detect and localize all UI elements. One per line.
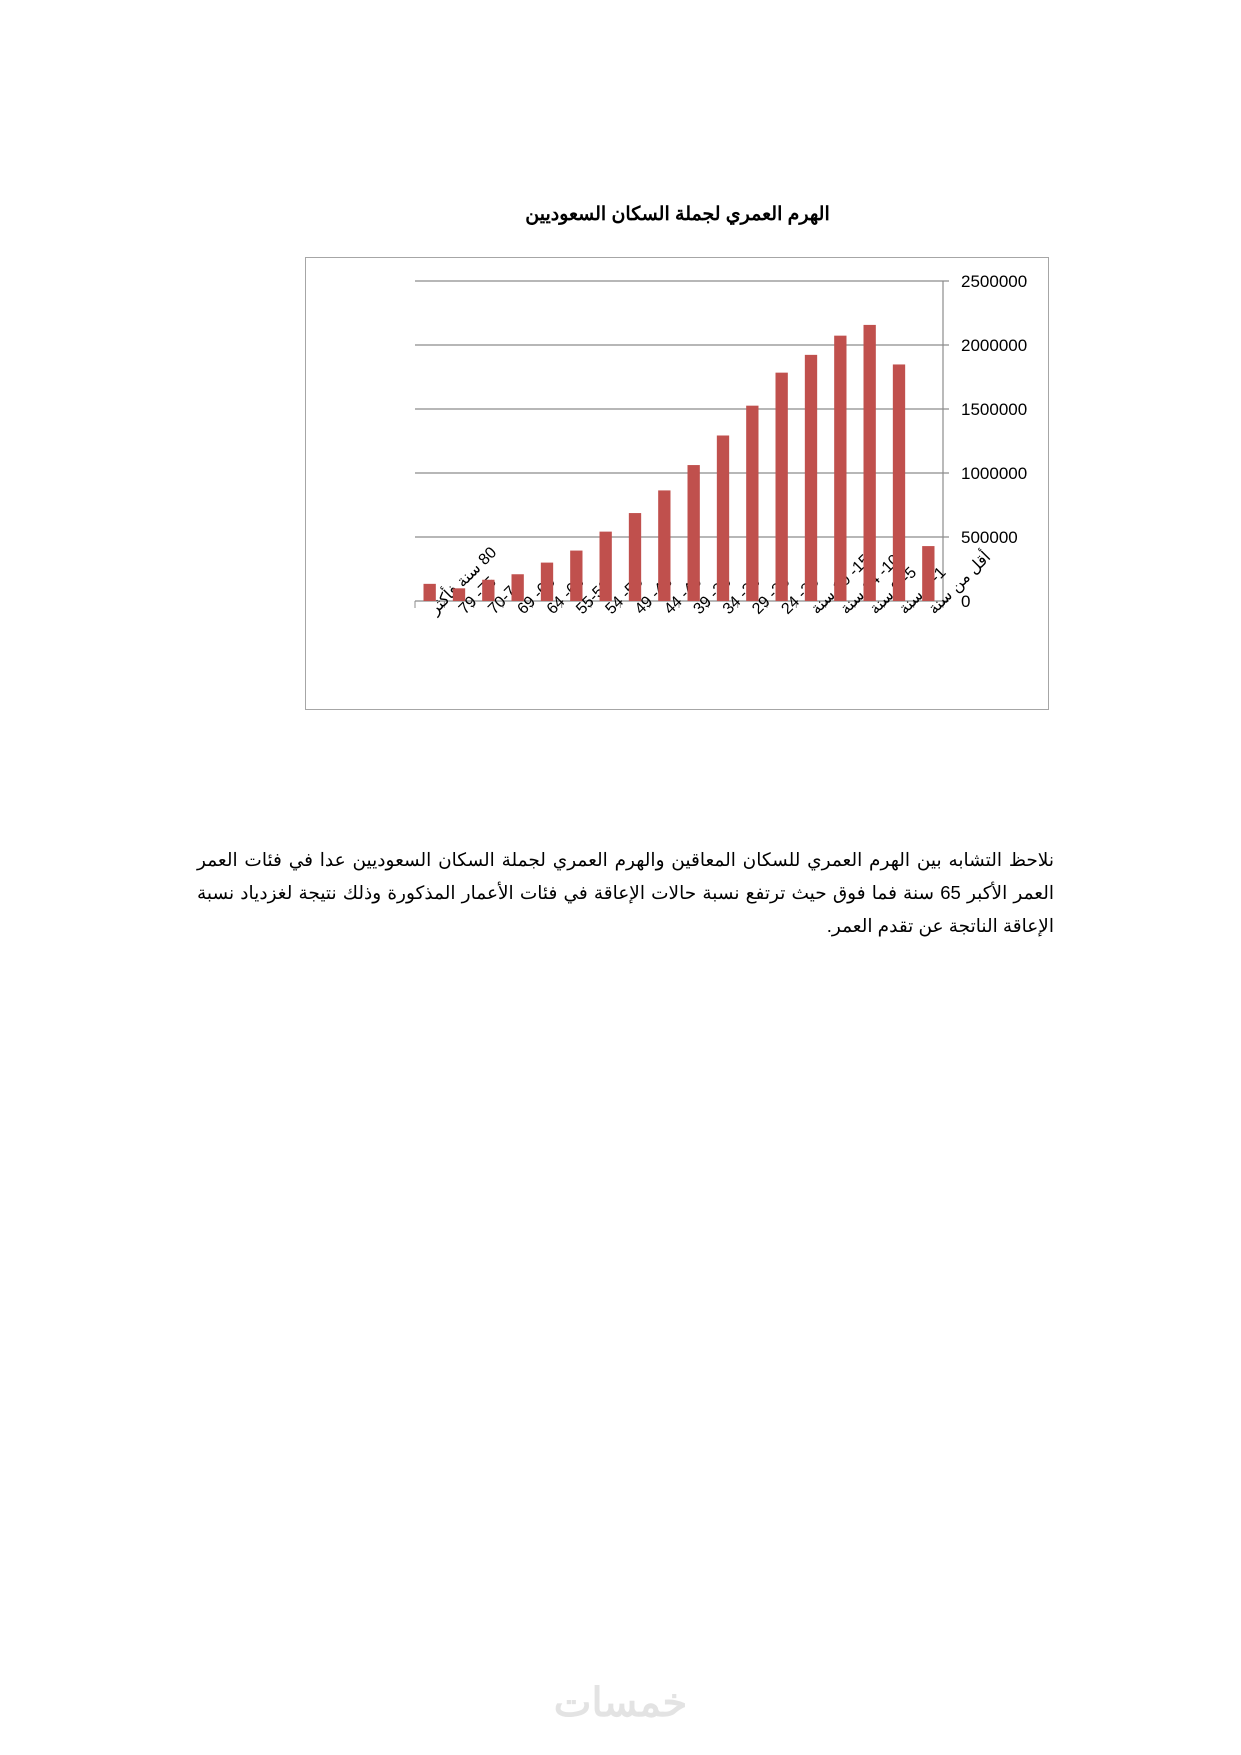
bar — [628, 513, 642, 601]
bar — [540, 562, 554, 601]
chart-container: 0 500000 1000000 1500000 2000000 2500000 80 سن… — [305, 257, 1049, 710]
bar — [687, 465, 700, 601]
chart-title: الهرم العمري لجملة السكان السعوديين — [525, 204, 830, 225]
watermark-logo: خمسات — [553, 1681, 688, 1725]
bar — [570, 550, 583, 601]
bar — [599, 531, 612, 601]
bar — [658, 490, 671, 601]
bar — [482, 579, 495, 601]
bar — [804, 354, 818, 601]
y-tick-label: 1000000 — [961, 464, 1027, 483]
bar — [716, 435, 730, 601]
bar — [423, 583, 436, 601]
y-tick-label: 2000000 — [961, 336, 1027, 355]
y-tick-label: 1500000 — [961, 400, 1027, 419]
y-tick-label: 500000 — [961, 528, 1018, 547]
body-paragraph: نلاحظ التشابه بين الهرم العمري للسكان ال… — [197, 849, 1054, 936]
y-tick-label: 0 — [961, 592, 970, 611]
y-tick-label: 2500000 — [961, 272, 1027, 291]
bar — [834, 335, 847, 601]
bar — [892, 364, 906, 601]
bar — [452, 588, 466, 601]
bar — [863, 324, 876, 601]
bar — [511, 574, 524, 601]
bar — [746, 405, 759, 601]
bar — [922, 546, 935, 601]
bar — [775, 372, 788, 601]
